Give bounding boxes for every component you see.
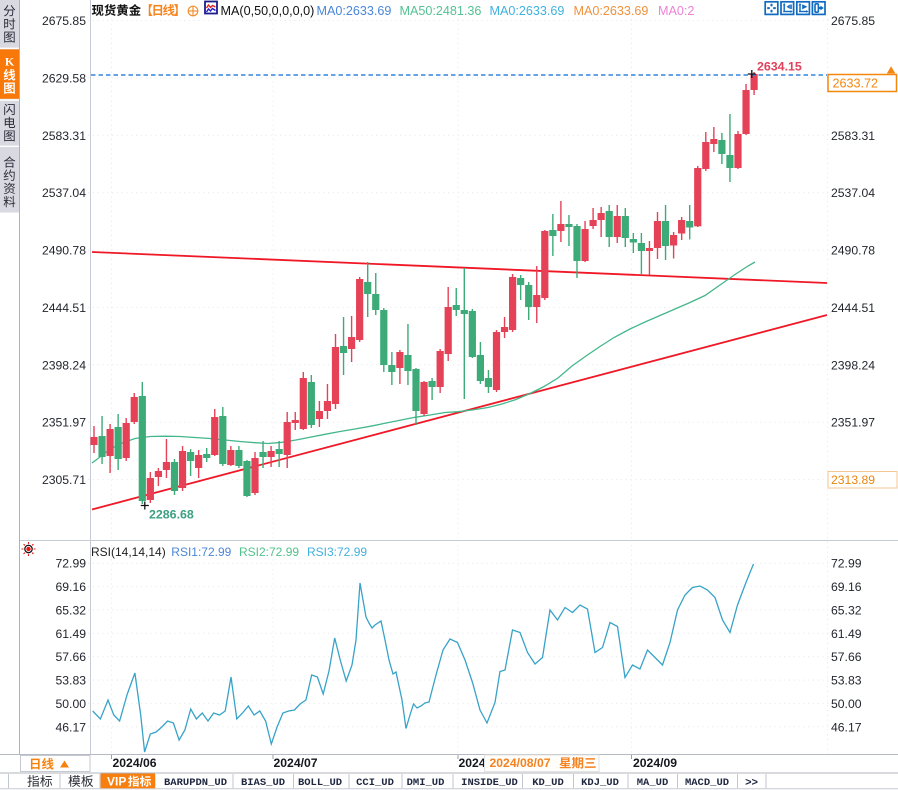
svg-text:2490.78: 2490.78 (42, 244, 86, 258)
svg-text:46.17: 46.17 (56, 720, 87, 734)
svg-text:2675.85: 2675.85 (831, 14, 875, 28)
svg-text:2629.58: 2629.58 (42, 71, 86, 85)
svg-text:53.83: 53.83 (56, 674, 87, 688)
svg-text:57.66: 57.66 (56, 650, 87, 664)
svg-text:2490.78: 2490.78 (831, 244, 875, 258)
svg-text:MA0:2633.69: MA0:2633.69 (574, 4, 649, 18)
svg-text:2313.89: 2313.89 (831, 473, 875, 487)
svg-text:MACD_UD: MACD_UD (685, 777, 729, 789)
svg-text:2583.31: 2583.31 (831, 129, 875, 143)
svg-text:K: K (5, 54, 15, 68)
svg-text:>>: >> (745, 777, 758, 789)
svg-text:57.66: 57.66 (831, 650, 862, 664)
svg-text:2537.04: 2537.04 (831, 186, 875, 200)
svg-text:RSI2:72.99: RSI2:72.99 (239, 545, 299, 559)
svg-text:72.99: 72.99 (56, 557, 87, 571)
svg-text:2286.68: 2286.68 (149, 507, 194, 521)
svg-text:65.32: 65.32 (831, 603, 862, 617)
svg-text:2583.31: 2583.31 (42, 129, 86, 143)
svg-text:MA_UD: MA_UD (637, 777, 669, 789)
svg-text:MA0:2: MA0:2 (658, 4, 694, 18)
svg-text:2305.71: 2305.71 (42, 473, 86, 487)
svg-text:INSIDE_UD: INSIDE_UD (461, 777, 518, 789)
svg-text:2444.51: 2444.51 (831, 301, 875, 315)
svg-text:MA0:2633.69: MA0:2633.69 (317, 4, 392, 18)
svg-text:2634.15: 2634.15 (757, 60, 802, 74)
svg-text:69.16: 69.16 (831, 580, 862, 594)
svg-text:53.83: 53.83 (831, 674, 862, 688)
svg-text:69.16: 69.16 (56, 580, 87, 594)
svg-text:61.49: 61.49 (831, 627, 862, 641)
svg-text:MA0:2633.69: MA0:2633.69 (490, 4, 565, 18)
svg-text:MA50:2481.36: MA50:2481.36 (400, 4, 482, 18)
svg-text:2024/09: 2024/09 (633, 756, 677, 770)
svg-text:KDJ_UD: KDJ_UD (581, 777, 619, 789)
svg-text:72.99: 72.99 (831, 557, 862, 571)
svg-text:RSI1:72.99: RSI1:72.99 (171, 545, 231, 559)
svg-text:2351.97: 2351.97 (42, 416, 86, 430)
svg-text:MA(0,50,0,0,0,0): MA(0,50,0,0,0,0) (221, 4, 315, 18)
svg-text:RSI3:72.99: RSI3:72.99 (307, 545, 367, 559)
svg-text:2024/06: 2024/06 (113, 756, 157, 770)
svg-text:2675.85: 2675.85 (42, 14, 86, 28)
svg-text:CCI_UD: CCI_UD (356, 777, 394, 789)
svg-text:DMI_UD: DMI_UD (407, 777, 445, 789)
svg-text:2398.24: 2398.24 (42, 358, 86, 372)
svg-text:BARUPDN_UD: BARUPDN_UD (164, 777, 227, 789)
svg-text:50.00: 50.00 (831, 697, 862, 711)
svg-text:46.17: 46.17 (831, 720, 862, 734)
svg-text:2537.04: 2537.04 (42, 186, 86, 200)
svg-text:2024/08/07: 2024/08/07 (490, 756, 551, 770)
svg-text:2398.24: 2398.24 (831, 358, 875, 372)
svg-text:2444.51: 2444.51 (42, 301, 86, 315)
svg-text:2024/07: 2024/07 (274, 756, 318, 770)
svg-text:50.00: 50.00 (56, 697, 87, 711)
svg-text:RSI(14,14,14): RSI(14,14,14) (91, 545, 166, 559)
svg-text:2024: 2024 (459, 756, 486, 770)
svg-text:BOLL_UD: BOLL_UD (298, 777, 342, 789)
svg-text:65.32: 65.32 (56, 603, 87, 617)
svg-text:KD_UD: KD_UD (532, 777, 564, 789)
svg-text:61.49: 61.49 (56, 627, 87, 641)
svg-text:2633.72: 2633.72 (833, 76, 879, 90)
svg-text:BIAS_UD: BIAS_UD (241, 777, 285, 789)
svg-text:2351.97: 2351.97 (831, 416, 875, 430)
svg-text:VIP: VIP (107, 775, 126, 789)
